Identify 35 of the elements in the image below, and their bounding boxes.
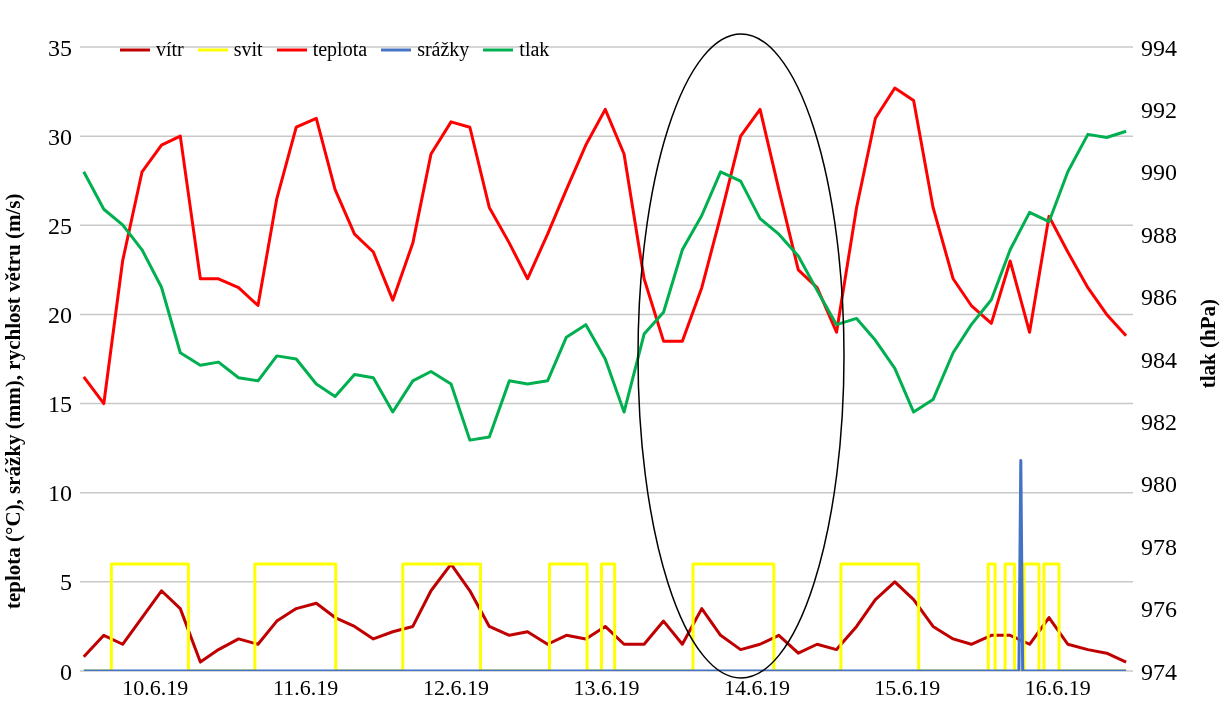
legend-label: svit: [232, 38, 263, 61]
legend-label: tlak: [518, 38, 550, 61]
x-tick-label: 10.6.19: [122, 674, 189, 700]
y2-tick-label: 990: [1141, 159, 1177, 186]
y-tick-label: 15: [48, 391, 72, 418]
y2-tick-label: 980: [1141, 471, 1177, 498]
y-tick-label: 10: [48, 480, 72, 507]
legend-label: vítr: [155, 38, 184, 61]
y2-tick-label: 988: [1141, 221, 1177, 248]
y2-tick-label: 982: [1141, 408, 1177, 435]
y2-tick-label: 974: [1141, 658, 1177, 685]
legend-label: srážky: [416, 38, 470, 61]
y-tick-label: 5: [60, 569, 72, 596]
x-tick-label: 16.6.19: [1024, 674, 1091, 700]
y2-tick-label: 994: [1141, 34, 1177, 61]
y-tick-label: 20: [48, 301, 72, 328]
x-tick-label: 11.6.19: [273, 674, 339, 700]
line-series: [82, 86, 1128, 406]
y2-tick-label: 976: [1141, 596, 1177, 623]
y2-axis-title: tlak (hPa): [1196, 298, 1221, 389]
x-tick-label: 12.6.19: [423, 674, 490, 700]
y2-tick-label: 978: [1141, 533, 1177, 560]
y-tick-label: 25: [48, 212, 72, 239]
x-tick-label: 15.6.19: [874, 674, 941, 700]
legend-label: teplota: [311, 38, 368, 61]
x-tick-label: 14.6.19: [723, 674, 790, 700]
y-tick-label: 35: [48, 34, 72, 61]
y-axis-title: teplota (°C), srážky (mm), rychlost větru (m/s): [1, 193, 26, 609]
y2-tick-label: 992: [1141, 96, 1177, 123]
y-tick-label: 30: [48, 123, 72, 150]
x-tick-label: 13.6.19: [573, 674, 640, 700]
y-tick-label: 0: [60, 658, 72, 685]
line-series: [82, 129, 1128, 442]
y2-tick-label: 986: [1141, 284, 1177, 311]
y2-tick-label: 984: [1141, 346, 1177, 373]
